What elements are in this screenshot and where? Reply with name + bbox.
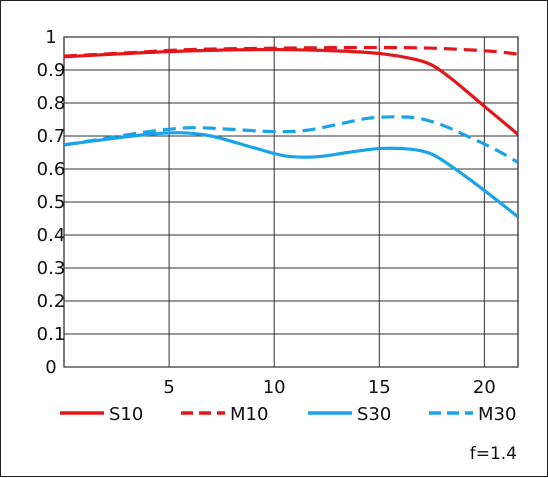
y-tick-label: 0 xyxy=(45,357,56,378)
x-tick-label: 5 xyxy=(163,377,174,398)
legend-label-m10: M10 xyxy=(230,404,268,425)
y-tick-label: 0.5 xyxy=(37,192,66,213)
x-tick-labels: 5 10 15 20 xyxy=(163,377,495,398)
x-tick-label: 20 xyxy=(473,377,496,398)
series-line-s30 xyxy=(64,131,518,219)
y-tick-label: 0.2 xyxy=(37,291,66,312)
legend-label-s30: S30 xyxy=(357,404,391,425)
y-tick-labels: 0 0.1 0.2 0.3 0.4 0.5 0.6 0.7 0.8 0.9 1 xyxy=(37,27,66,378)
legend-label-m30: M30 xyxy=(478,404,516,425)
aperture-annotation: f=1.4 xyxy=(470,444,517,464)
x-tick-label: 15 xyxy=(368,377,391,398)
y-tick-label: 0.3 xyxy=(37,258,66,279)
y-tick-label: 0.1 xyxy=(37,324,66,345)
legend: S10 M10 S30 M30 xyxy=(60,404,516,425)
y-tick-label: 1 xyxy=(45,27,56,48)
y-tick-label: 0.7 xyxy=(37,126,66,147)
y-tick-label: 0.4 xyxy=(37,225,66,246)
y-tick-label: 0.6 xyxy=(37,159,66,180)
series-lines xyxy=(64,45,518,219)
grid-lines xyxy=(63,36,519,368)
y-tick-label: 0.9 xyxy=(37,60,66,81)
series-line-m10 xyxy=(64,45,518,58)
series-line-s10 xyxy=(64,47,518,136)
y-tick-label: 0.8 xyxy=(37,93,66,114)
x-tick-label: 10 xyxy=(263,377,286,398)
legend-label-s10: S10 xyxy=(109,404,143,425)
